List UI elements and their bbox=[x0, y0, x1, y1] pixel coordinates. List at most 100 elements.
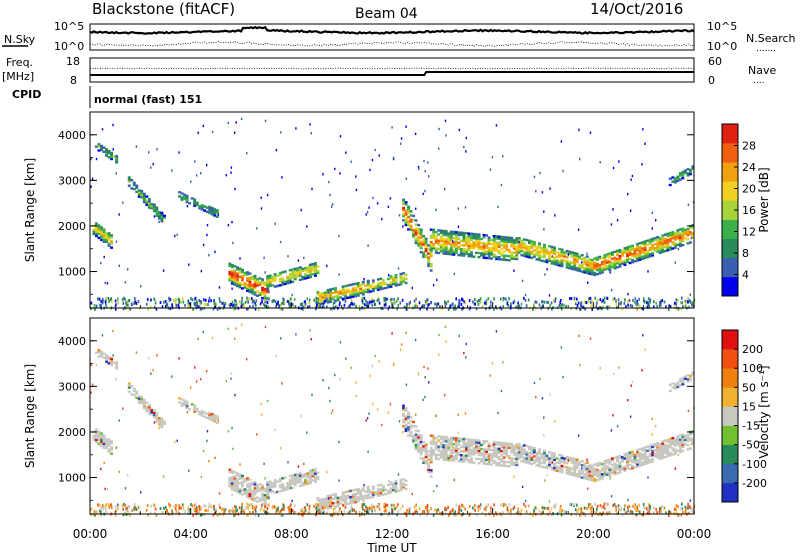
scatter-cell bbox=[611, 471, 614, 475]
scatter-cell bbox=[115, 367, 119, 370]
scatter-cell bbox=[409, 226, 413, 229]
scatter-cell bbox=[158, 421, 161, 424]
scatter-cell bbox=[532, 308, 534, 311]
scatter-cell bbox=[200, 204, 204, 207]
scatter-cell bbox=[299, 509, 302, 512]
scatter-cell bbox=[449, 242, 453, 246]
scatter-cell bbox=[616, 468, 619, 471]
scatter-cell bbox=[656, 238, 660, 241]
freq-line bbox=[90, 71, 694, 76]
scatter-cell bbox=[535, 451, 539, 455]
scatter-cell bbox=[230, 274, 234, 277]
scatter-cell bbox=[338, 479, 340, 482]
scatter-cell bbox=[383, 299, 386, 303]
scatter-cell bbox=[351, 283, 355, 286]
scatter-cell bbox=[647, 297, 650, 301]
scatter-cell bbox=[490, 453, 494, 456]
scatter-cell bbox=[115, 161, 119, 164]
scatter-cell bbox=[497, 457, 501, 461]
scatter-cell bbox=[594, 296, 596, 300]
scatter-cell bbox=[512, 255, 516, 258]
scatter-cell bbox=[632, 298, 634, 302]
scatter-cell bbox=[343, 303, 346, 307]
scatter-cell bbox=[636, 255, 640, 258]
scatter-cell bbox=[689, 505, 691, 509]
scatter-cell bbox=[95, 432, 98, 435]
scatter-cell bbox=[540, 457, 544, 460]
scatter-cell bbox=[329, 300, 333, 303]
scatter-cell bbox=[155, 418, 159, 421]
scatter-cell bbox=[579, 307, 582, 311]
scatter-cell bbox=[613, 503, 616, 506]
scatter-cell bbox=[246, 307, 249, 311]
scatter-cell bbox=[418, 167, 420, 170]
scatter-cell bbox=[565, 264, 569, 267]
scatter-cell bbox=[426, 307, 428, 311]
scatter-cell bbox=[202, 124, 204, 128]
scatter-cell bbox=[570, 261, 574, 264]
scatter-cell bbox=[601, 506, 603, 510]
scatter-cell bbox=[409, 220, 413, 223]
scatter-cell bbox=[458, 511, 460, 515]
scatter-cell bbox=[273, 491, 277, 494]
scatter-cell bbox=[140, 285, 142, 288]
scatter-cell bbox=[608, 468, 612, 471]
scatter-cell bbox=[286, 282, 290, 285]
scatter-cell bbox=[452, 437, 455, 440]
scatter-cell bbox=[655, 425, 657, 428]
scatter-cell bbox=[533, 509, 535, 513]
scatter-cell bbox=[335, 511, 337, 515]
scatter-cell bbox=[334, 505, 338, 508]
scatter-cell bbox=[251, 275, 255, 278]
scatter-cell bbox=[590, 473, 594, 476]
scatter-cell bbox=[175, 298, 177, 301]
scatter-cell bbox=[210, 505, 212, 509]
scatter-cell bbox=[301, 275, 305, 279]
scatter-cell bbox=[318, 511, 321, 515]
noise-right-legend-glyph: ....... bbox=[756, 44, 776, 54]
scatter-cell bbox=[457, 443, 461, 446]
scatter-cell bbox=[577, 228, 580, 231]
scatter-cell bbox=[487, 257, 491, 260]
scatter-cell bbox=[381, 489, 385, 492]
scatter-cell bbox=[497, 241, 501, 244]
scatter-cell bbox=[432, 513, 435, 517]
scatter-cell bbox=[439, 451, 443, 455]
scatter-cell bbox=[277, 302, 279, 306]
scatter-cell bbox=[336, 502, 340, 506]
scatter-cell bbox=[417, 242, 421, 245]
scatter-cell bbox=[510, 444, 514, 448]
scatter-cell bbox=[298, 266, 302, 269]
scatter-cell bbox=[619, 302, 622, 306]
scatter-cell bbox=[590, 258, 594, 262]
scatter-cell bbox=[459, 231, 463, 234]
scatter-cell bbox=[583, 260, 587, 264]
scatter-cell bbox=[132, 389, 136, 393]
scatter-cell bbox=[560, 303, 562, 307]
scatter-cell bbox=[638, 258, 642, 261]
scatter-cell bbox=[145, 409, 149, 412]
scatter-cell bbox=[221, 507, 223, 511]
scatter-cell bbox=[366, 490, 370, 494]
scatter-cell bbox=[429, 456, 433, 460]
scatter-cell bbox=[573, 266, 577, 269]
scatter-cell bbox=[107, 444, 111, 447]
scatter-cell bbox=[462, 460, 466, 463]
scatter-cell bbox=[647, 303, 649, 307]
scatter-cell bbox=[465, 236, 468, 239]
scatter-cell bbox=[351, 499, 355, 502]
nave-line bbox=[89, 67, 695, 70]
scatter-cell bbox=[497, 258, 501, 261]
scatter-cell bbox=[444, 510, 447, 514]
scatter-cell bbox=[417, 236, 421, 239]
scatter-cell bbox=[195, 407, 199, 410]
scatter-cell bbox=[287, 255, 289, 258]
scatter-cell bbox=[467, 242, 471, 245]
scatter-cell bbox=[686, 444, 690, 447]
scatter-cell bbox=[618, 467, 622, 470]
scatter-cell bbox=[107, 234, 111, 237]
scatter-cell bbox=[95, 222, 98, 225]
scatter-cell bbox=[605, 467, 609, 470]
scatter-cell bbox=[532, 455, 536, 458]
scatter-cell bbox=[244, 506, 247, 510]
